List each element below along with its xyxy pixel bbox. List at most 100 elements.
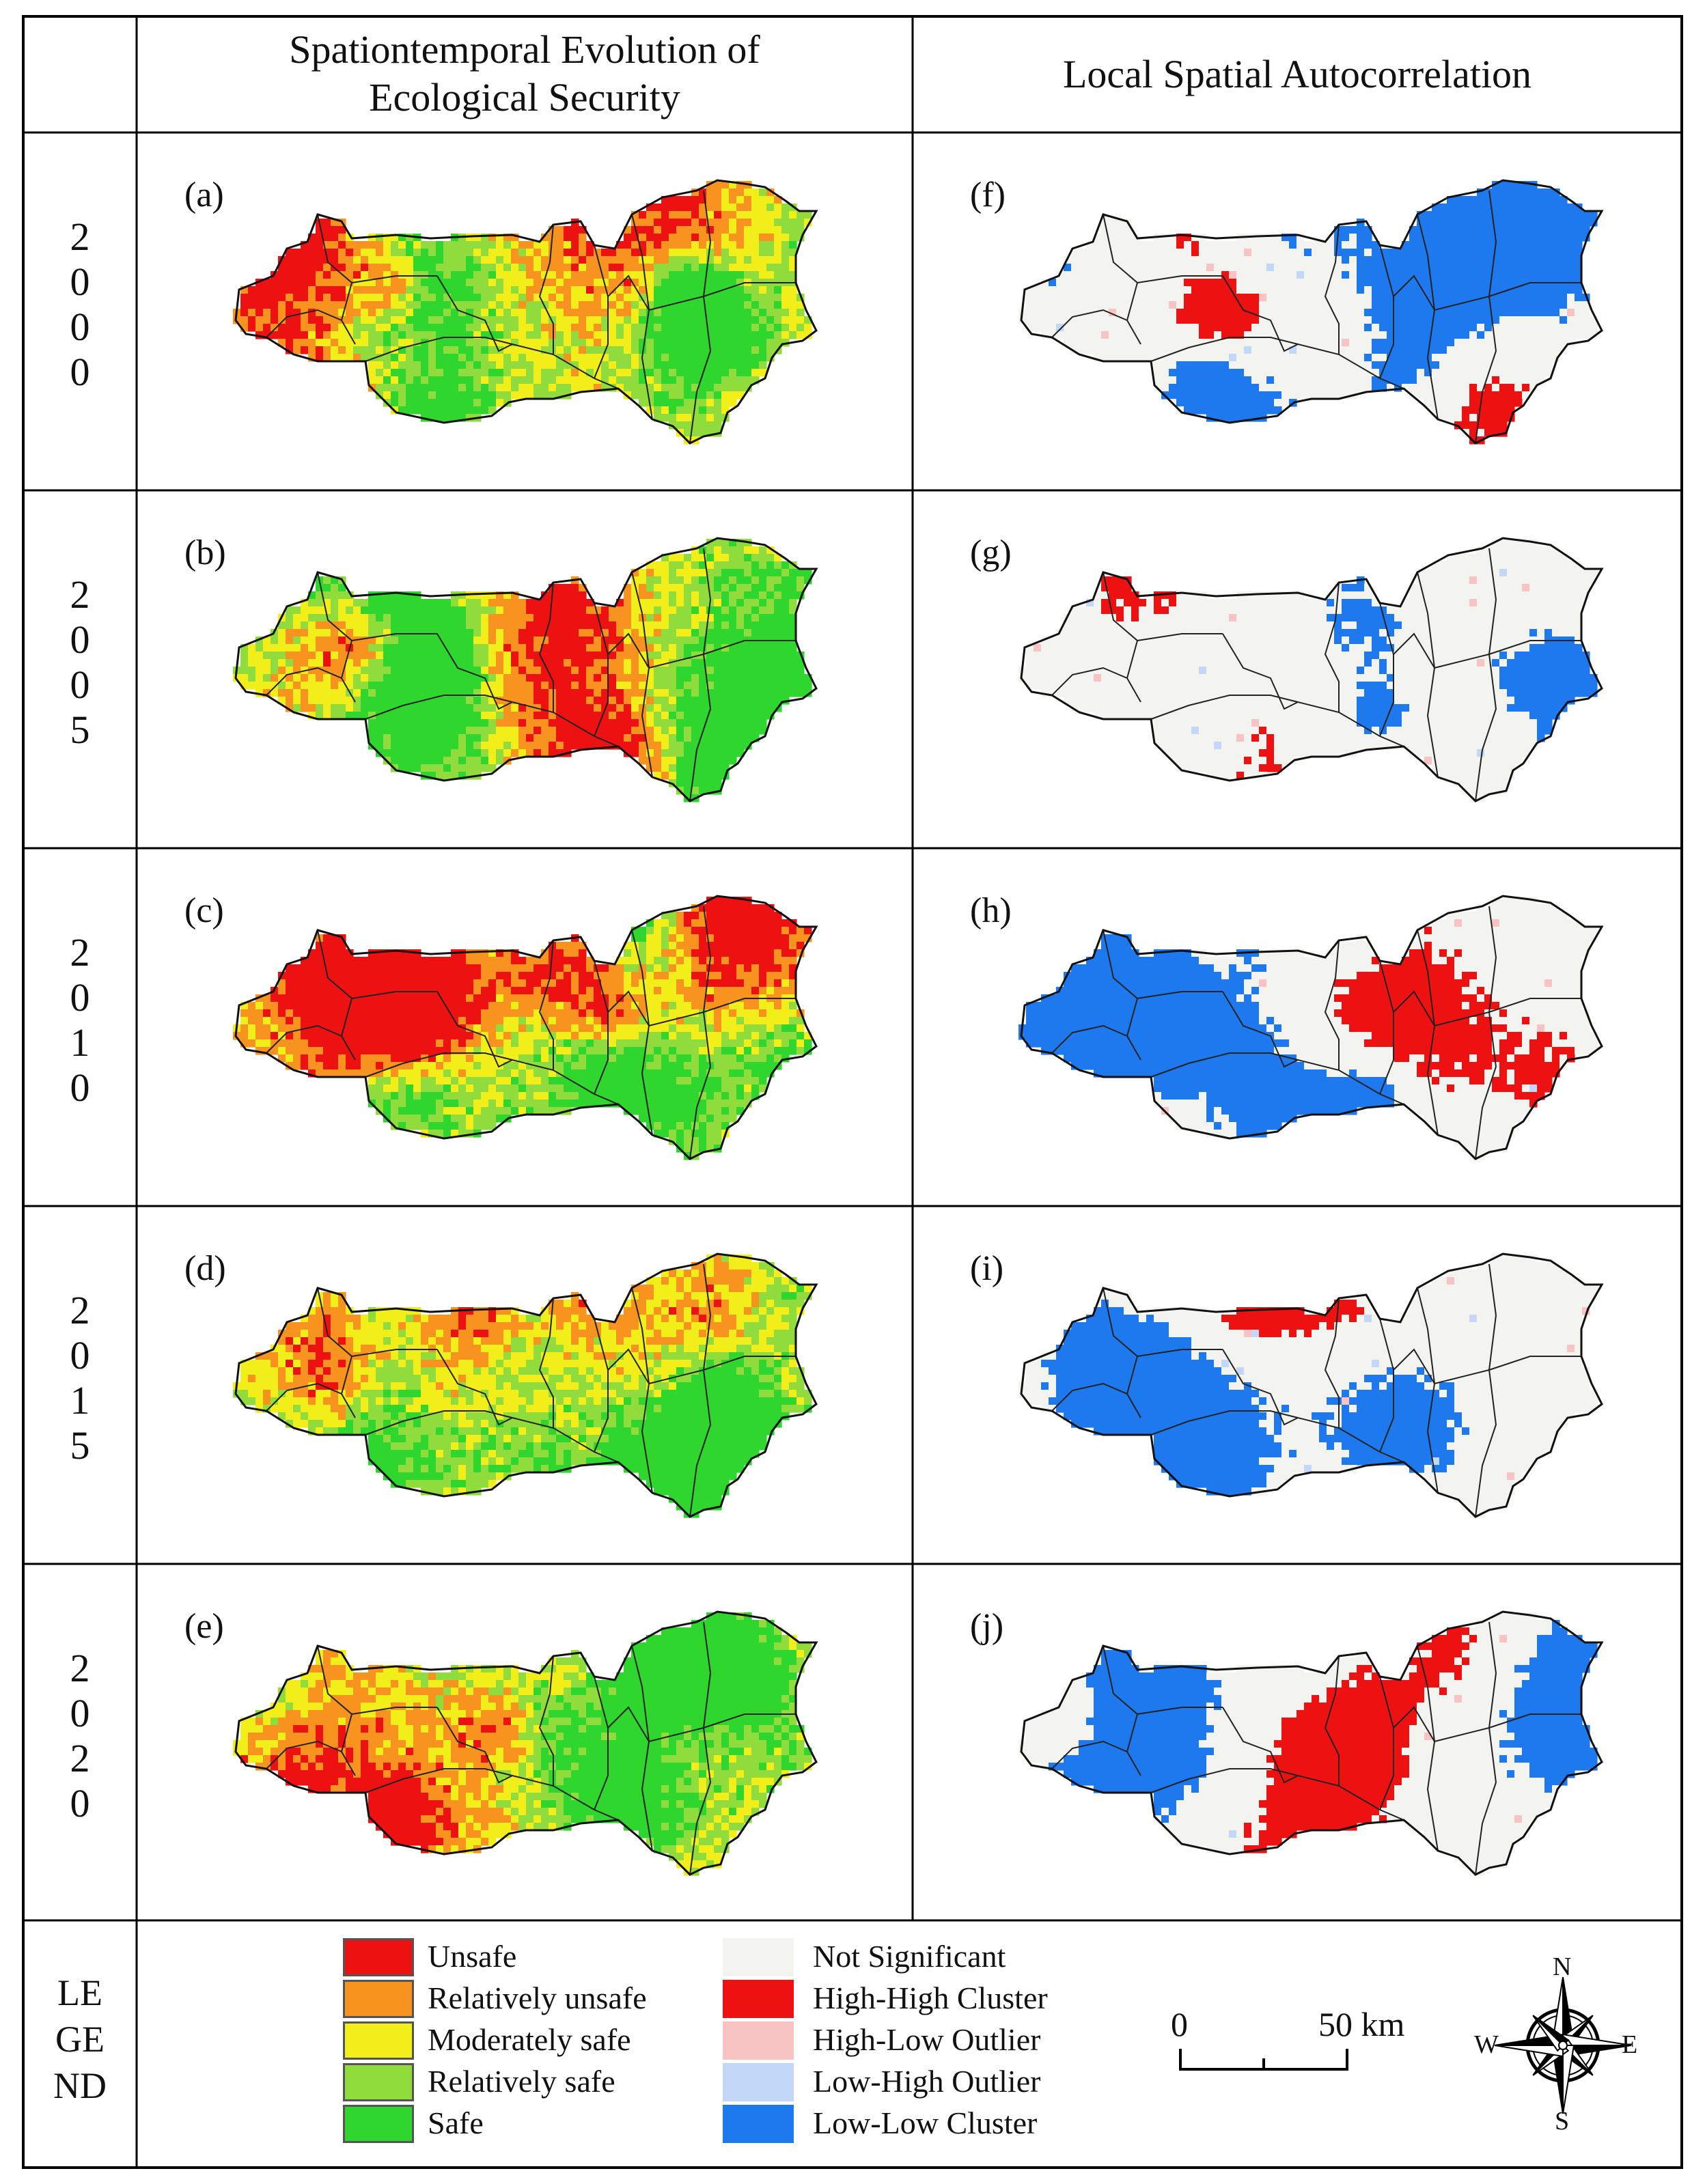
district-boundary <box>436 633 513 710</box>
district-boundary <box>1222 1349 1299 1426</box>
district-boundary <box>266 309 342 338</box>
district-boundary <box>351 1707 437 1715</box>
ecological-security-map <box>233 537 818 802</box>
district-boundary <box>1222 991 1299 1068</box>
lisa-legend-label: High-High Cluster <box>813 1980 1048 2015</box>
security-raster <box>233 181 812 445</box>
district-boundary <box>436 1707 513 1784</box>
district-boundary <box>365 1410 619 1463</box>
district-boundary <box>1393 275 1435 311</box>
panel-label-left: (e) <box>184 1607 224 1646</box>
district-boundary <box>1222 633 1299 710</box>
year-digit: 0 <box>70 1333 90 1377</box>
district-boundary <box>1150 1052 1404 1105</box>
year-digit: 2 <box>70 1288 90 1332</box>
year-digit: 2 <box>70 930 90 975</box>
district-boundary <box>351 991 437 999</box>
district-boundary <box>365 1052 619 1105</box>
district-boundary <box>1137 633 1223 641</box>
region-outline <box>234 179 818 445</box>
district-boundary <box>648 640 796 669</box>
district-boundary <box>1434 998 1581 1026</box>
lisa-legend-label: Low-Low Cluster <box>813 2105 1038 2140</box>
district-boundary <box>1434 640 1581 669</box>
year-digit: 5 <box>70 708 90 752</box>
lisa-swatch <box>723 2105 794 2143</box>
district-boundary <box>1488 906 1497 1013</box>
district-boundary <box>538 940 554 1070</box>
security-legend-label: Unsafe <box>428 1939 517 1974</box>
district-boundary <box>1150 695 1404 747</box>
district-boundary <box>1434 282 1581 311</box>
district-boundary <box>365 695 619 747</box>
district-boundary <box>365 337 619 389</box>
lisa-raster <box>1018 181 1598 445</box>
lisa-legend-label: Low-High Outlier <box>813 2064 1041 2099</box>
district-boundary <box>1324 1655 1340 1786</box>
legend-heading-line3: ND <box>53 2065 107 2106</box>
legend-heading: LE GE ND <box>23 1970 137 2109</box>
district-boundary <box>538 1655 554 1786</box>
security-legend-label: Moderately safe <box>428 2022 631 2057</box>
right-title: Local Spatial Autocorrelation <box>1062 52 1532 96</box>
district-boundary <box>1324 224 1340 354</box>
year-digit: 0 <box>70 350 90 394</box>
security-swatch <box>343 2105 414 2143</box>
lisa-map <box>1018 1610 1604 1876</box>
district-boundary <box>1379 960 1394 1095</box>
compass-south-label: S <box>1555 2107 1570 2136</box>
lisa-raster <box>1018 1255 1598 1518</box>
district-boundary <box>1324 940 1340 1070</box>
lisa-swatch <box>723 2021 794 2060</box>
district-boundary <box>648 282 796 311</box>
district-boundary <box>351 633 437 641</box>
district-boundary <box>607 275 650 311</box>
district-boundary <box>1324 582 1340 712</box>
security-legend-label: Relatively unsafe <box>428 1980 647 2015</box>
security-legend-label: Relatively safe <box>428 2064 615 2099</box>
ecological-security-map <box>233 1610 818 1876</box>
district-boundary <box>607 1348 650 1384</box>
panel-label-left: (c) <box>184 891 224 930</box>
district-boundary <box>1137 991 1223 999</box>
district-boundary <box>266 1024 342 1054</box>
compass-north-label: N <box>1553 1952 1572 1981</box>
security-raster <box>233 1255 812 1518</box>
panel-label-right: (j) <box>970 1607 1004 1646</box>
year-digit: 0 <box>70 260 90 304</box>
district-boundary <box>1324 1298 1340 1428</box>
district-boundary <box>1475 1369 1497 1517</box>
district-boundary <box>1475 1011 1497 1160</box>
district-boundary <box>351 1349 437 1357</box>
district-boundary <box>648 1713 796 1742</box>
district-boundary <box>703 548 712 655</box>
district-boundary <box>703 1621 712 1728</box>
district-boundary <box>266 667 342 696</box>
district-boundary <box>594 244 609 379</box>
panel-label-right: (i) <box>970 1249 1004 1288</box>
district-boundary <box>1379 1676 1394 1810</box>
region-outline <box>1020 537 1604 802</box>
district-boundary <box>1379 1318 1394 1453</box>
year-digit: 0 <box>70 1781 90 1825</box>
district-boundary <box>594 1676 609 1810</box>
district-boundary <box>538 1298 554 1428</box>
security-swatch <box>343 1980 414 2018</box>
region-outline <box>1020 1610 1604 1876</box>
scale-bar <box>1179 2049 1348 2071</box>
district-boundary <box>1222 1707 1299 1784</box>
district-boundary <box>538 224 554 354</box>
district-boundary <box>1488 1263 1497 1371</box>
security-swatch <box>343 2021 414 2060</box>
lisa-map <box>1018 537 1604 802</box>
district-boundary <box>1379 602 1394 737</box>
ecological-security-map <box>233 179 818 445</box>
right-column-title: Local Spatial Autocorrelation <box>913 51 1682 98</box>
lisa-raster <box>1018 897 1598 1160</box>
district-boundary <box>351 275 437 283</box>
district-boundary <box>1434 1713 1581 1742</box>
year-digit: 1 <box>70 1020 90 1065</box>
